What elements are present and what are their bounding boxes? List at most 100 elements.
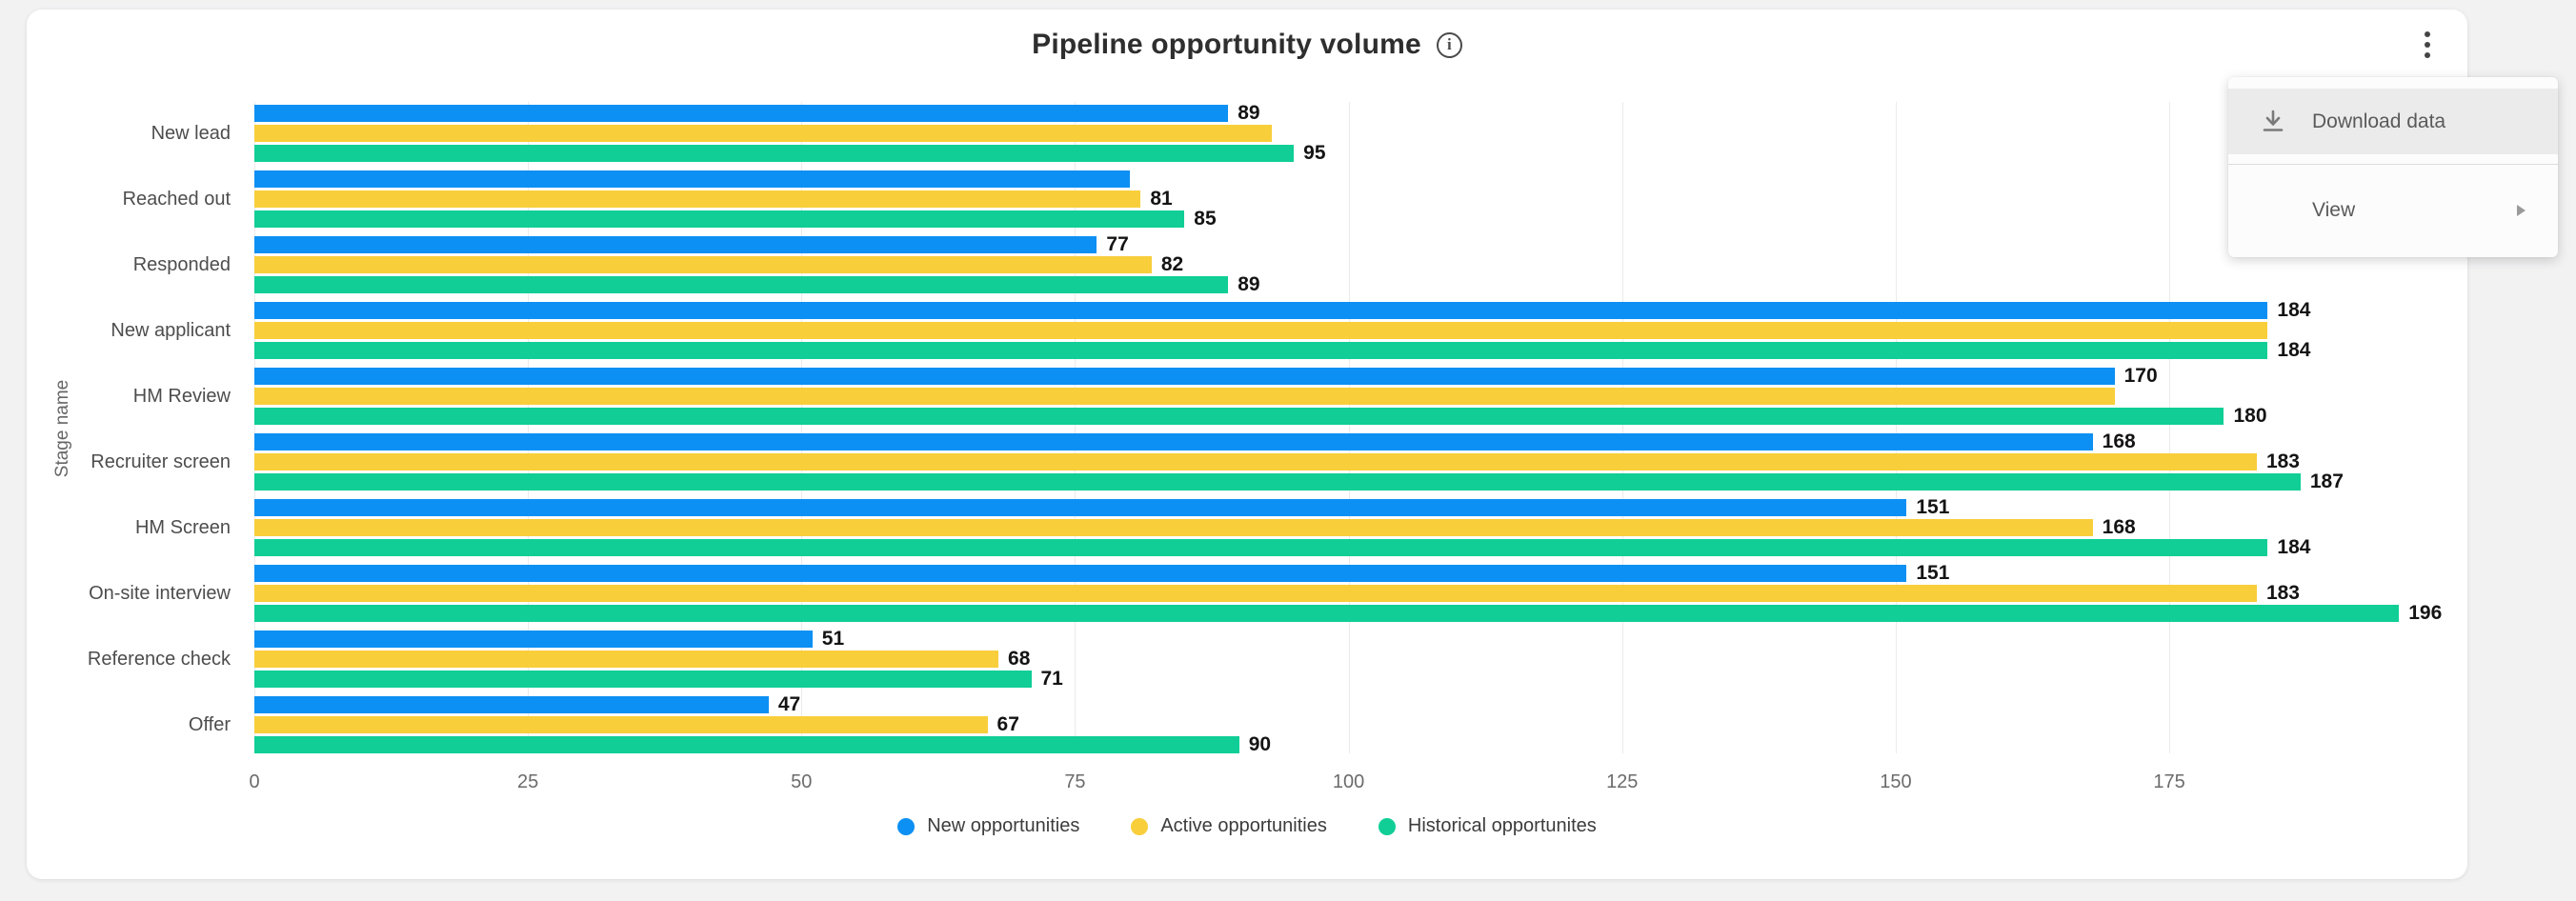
x-tick-label: 100: [1332, 771, 1365, 792]
bar-new-opportunities[interactable]: [254, 105, 1229, 122]
bar-active-opportunities[interactable]: [254, 322, 2268, 339]
category-label: HM Screen: [134, 517, 231, 538]
category-label: Offer: [188, 714, 231, 735]
category-label: Recruiter screen: [91, 451, 231, 472]
bar-new-opportunities[interactable]: [254, 236, 1097, 253]
bar-active-opportunities[interactable]: [254, 388, 2115, 405]
bar-value-label: 82: [1160, 253, 1184, 275]
chevron-right-icon: [2517, 204, 2526, 216]
bar-historical-opportunites[interactable]: [254, 408, 2224, 425]
bar-value-label: 85: [1194, 208, 1217, 230]
bar-active-opportunities[interactable]: [254, 519, 2093, 536]
bar-historical-opportunites[interactable]: [254, 276, 1229, 293]
bar-value-label: 77: [1106, 233, 1129, 255]
kebab-menu-button[interactable]: [2406, 23, 2448, 67]
category-label: New lead: [151, 123, 231, 144]
x-tick-label: 0: [249, 771, 260, 792]
category-label: Responded: [132, 254, 231, 275]
x-tick-label: 150: [1880, 771, 1912, 792]
menu-item-label: View: [2312, 198, 2356, 221]
category-label: Reference check: [87, 649, 231, 670]
dropdown-menu: Download data View: [2228, 77, 2558, 257]
gridline: [1895, 102, 1897, 753]
category-label: New applicant: [111, 320, 231, 341]
menu-spacer: [2228, 154, 2558, 164]
bar-new-opportunities[interactable]: [254, 565, 1907, 582]
bar-historical-opportunites[interactable]: [254, 736, 1239, 753]
bar-historical-opportunites[interactable]: [254, 145, 1295, 162]
bar-new-opportunities[interactable]: [254, 499, 1907, 516]
legend-item-historical-opportunites: Historical opportunites: [1378, 815, 1597, 837]
bar-new-opportunities[interactable]: [254, 368, 2115, 385]
bar-value-label: 184: [2277, 299, 2311, 321]
gridline: [801, 102, 803, 753]
bar-historical-opportunites[interactable]: [254, 671, 1032, 688]
bar-historical-opportunites[interactable]: [254, 539, 2268, 556]
category-label: Reached out: [122, 189, 231, 210]
bar-value-label: 184: [2277, 536, 2311, 558]
gridline: [1075, 102, 1077, 753]
x-tick-label: 50: [791, 771, 813, 792]
bar-new-opportunities[interactable]: [254, 433, 2093, 450]
kebab-dot: [2425, 31, 2430, 37]
bar-active-opportunities[interactable]: [254, 716, 988, 733]
bar-value-label: 151: [1916, 562, 1950, 584]
bar-value-label: 183: [2265, 582, 2300, 604]
gridline: [254, 102, 255, 753]
bar-value-label: 168: [2102, 516, 2136, 538]
bar-historical-opportunites[interactable]: [254, 473, 2301, 491]
bar-value-label: 180: [2233, 405, 2267, 427]
bar-value-label: 89: [1238, 102, 1260, 124]
bar-new-opportunities[interactable]: [254, 302, 2268, 319]
menu-item-download-data[interactable]: Download data: [2228, 89, 2558, 154]
bar-new-opportunities[interactable]: [254, 696, 769, 713]
gridline: [2169, 102, 2171, 753]
category-label: HM Review: [132, 386, 231, 407]
legend-item-new-opportunities: New opportunities: [897, 815, 1079, 837]
bar-value-label: 68: [1008, 648, 1031, 670]
chart-header: Pipeline opportunity volume i: [27, 29, 2467, 61]
kebab-dot: [2425, 52, 2430, 58]
x-tick-label: 75: [1064, 771, 1086, 792]
legend-swatch: [1131, 817, 1149, 835]
bar-active-opportunities[interactable]: [254, 125, 1273, 142]
bar-chart: Stage name New lead 89 95 Reached out 81 85 Re…: [27, 10, 2467, 879]
bar-value-label: 47: [777, 693, 801, 715]
bar-active-opportunities[interactable]: [254, 585, 2257, 602]
kebab-dot: [2425, 42, 2430, 48]
bar-historical-opportunites[interactable]: [254, 210, 1185, 228]
bar-value-label: 168: [2102, 430, 2136, 452]
bar-value-label: 151: [1916, 496, 1950, 518]
bar-value-label: 196: [2408, 602, 2443, 624]
bar-new-opportunities[interactable]: [254, 170, 1130, 188]
bar-value-label: 170: [2123, 365, 2158, 387]
legend-swatch: [1378, 817, 1396, 835]
legend-label: New opportunities: [927, 815, 1080, 836]
legend-label: Active opportunities: [1160, 815, 1327, 836]
x-tick-label: 175: [2153, 771, 2185, 792]
menu-item-label: Download data: [2312, 110, 2446, 132]
x-tick-label: 125: [1606, 771, 1639, 792]
menu-divider: [2228, 164, 2558, 165]
legend-label: Historical opportunites: [1407, 815, 1597, 836]
bar-new-opportunities[interactable]: [254, 631, 813, 648]
bar-active-opportunities[interactable]: [254, 651, 999, 668]
bar-value-label: 183: [2265, 450, 2300, 472]
bar-value-label: 187: [2309, 471, 2344, 492]
bar-value-label: 71: [1040, 668, 1063, 690]
bar-active-opportunities[interactable]: [254, 453, 2257, 471]
info-icon[interactable]: i: [1436, 31, 1462, 58]
bar-historical-opportunites[interactable]: [254, 342, 2268, 359]
bar-active-opportunities[interactable]: [254, 256, 1152, 273]
gridline: [1348, 102, 1350, 753]
gridline: [528, 102, 530, 753]
bar-value-label: 95: [1303, 142, 1326, 164]
page-title: Pipeline opportunity volume: [1032, 29, 1421, 60]
bar-active-opportunities[interactable]: [254, 190, 1141, 208]
x-tick-label: 25: [517, 771, 539, 792]
bar-historical-opportunites[interactable]: [254, 605, 2400, 622]
gridline: [1621, 102, 1623, 753]
bar-value-label: 51: [821, 628, 845, 650]
menu-item-view[interactable]: View: [2228, 165, 2558, 255]
